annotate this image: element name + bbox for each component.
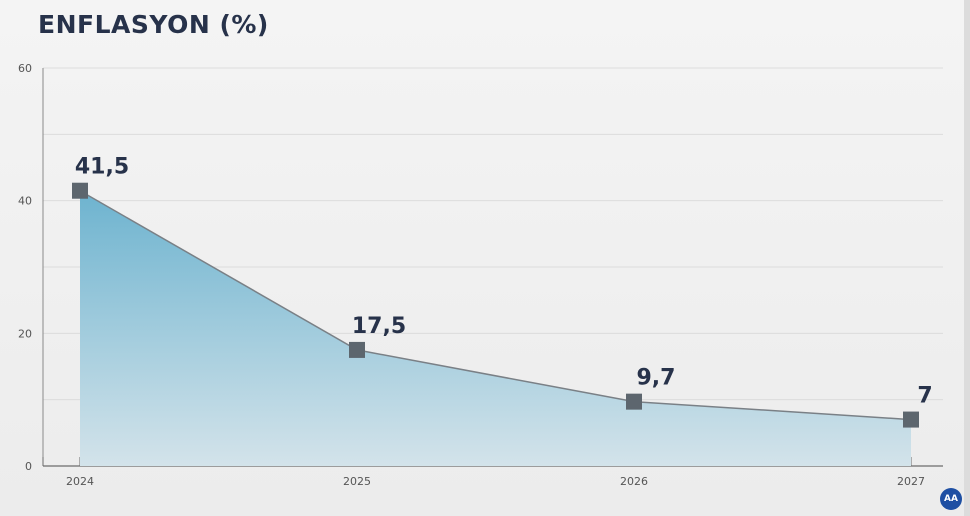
data-value-label: 17,5 bbox=[352, 314, 406, 339]
tick-labels: 0 20 40 60 2024 2025 2026 2027 bbox=[18, 62, 925, 488]
data-value-label: 7 bbox=[917, 384, 932, 409]
data-value-label: 9,7 bbox=[637, 366, 676, 391]
y-tick-label: 20 bbox=[18, 327, 32, 340]
data-marks: 41,5 17,5 9,7 7 bbox=[72, 155, 933, 428]
area-layer bbox=[79, 190, 912, 466]
data-point-marker bbox=[903, 411, 919, 428]
data-point-marker bbox=[349, 341, 365, 358]
data-point-marker bbox=[626, 393, 642, 410]
series-line bbox=[79, 190, 912, 421]
chart-title: ENFLASYON (%) bbox=[38, 10, 269, 39]
x-tick-label: 2027 bbox=[897, 475, 925, 488]
data-value-label: 41,5 bbox=[75, 155, 129, 180]
x-tick-label: 2025 bbox=[343, 475, 371, 488]
area-fill bbox=[80, 190, 911, 466]
y-tick-label: 60 bbox=[18, 62, 32, 75]
y-tick-label: 0 bbox=[25, 460, 32, 473]
y-tick-label: 40 bbox=[18, 195, 32, 208]
data-point-marker bbox=[72, 182, 88, 199]
frame-border bbox=[964, 0, 970, 516]
x-tick-label: 2026 bbox=[620, 475, 648, 488]
x-tick-label: 2024 bbox=[66, 475, 94, 488]
aa-logo: AA bbox=[940, 488, 962, 510]
